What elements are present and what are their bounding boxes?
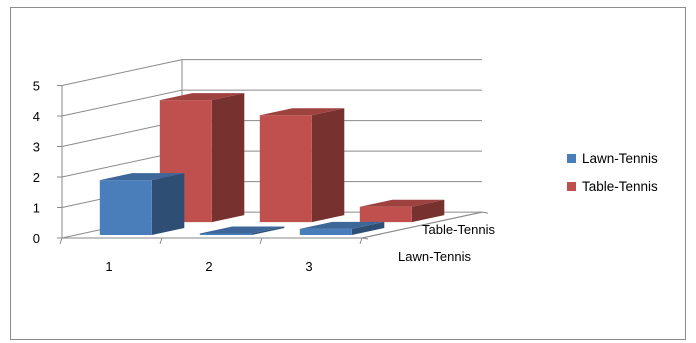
bar-table-tennis-2 <box>259 108 345 223</box>
y-tick-label: 4 <box>33 109 40 124</box>
x-tick <box>359 237 363 245</box>
chart-frame <box>10 7 686 340</box>
x-tick-label: 1 <box>105 259 112 274</box>
bar-lawn-tennis-3 <box>299 221 385 235</box>
bar-top-face <box>99 173 185 181</box>
legend-swatch <box>567 182 576 191</box>
depth-tick <box>361 237 369 240</box>
bar-front-face <box>259 115 312 223</box>
chart-bars <box>99 93 445 235</box>
bar-front-face <box>199 233 252 235</box>
bar-top-face <box>259 108 345 116</box>
bar-side-face <box>211 93 245 223</box>
bar-top-face <box>359 199 445 207</box>
x-tick <box>259 237 263 245</box>
x-tick-label: 2 <box>205 259 212 274</box>
y-tick-label: 5 <box>33 79 40 94</box>
bar-top-face <box>199 226 285 234</box>
bar-side-face <box>411 199 445 223</box>
chart-labels: 0 1 2 3 4 5 1 2 3 Table-Tennis Lawn-Tennis <box>33 79 496 275</box>
bar-top-face <box>299 221 385 229</box>
bar-front-face <box>359 206 412 223</box>
bar-side-face <box>251 226 285 235</box>
chart-axes <box>57 85 489 245</box>
bar-top-face <box>159 93 245 101</box>
y-tick-label: 2 <box>33 170 40 185</box>
bar-front-face <box>99 180 152 235</box>
side-gridline <box>61 59 183 86</box>
bar-side-face <box>351 221 385 235</box>
bar-front-face <box>299 228 352 235</box>
y-tick-label: 3 <box>33 140 40 155</box>
y-tick-label: 1 <box>33 201 40 216</box>
bar-side-face <box>151 173 185 235</box>
x-tick-label: 3 <box>305 259 312 274</box>
chart-legend: Lawn-Tennis Table-Tennis <box>567 151 658 194</box>
depth-label: Table-Tennis <box>422 222 495 237</box>
depth-label: Lawn-Tennis <box>398 249 471 264</box>
legend-swatch <box>567 154 576 163</box>
depth-tick <box>421 224 429 227</box>
x-tick <box>59 237 63 245</box>
bar-lawn-tennis-2 <box>199 226 285 235</box>
depth-tick <box>481 211 489 214</box>
bar-table-tennis-3 <box>359 199 445 223</box>
x-tick <box>159 237 163 245</box>
bar-side-face <box>311 108 345 223</box>
y-tick-label: 0 <box>33 231 40 246</box>
legend-label: Table-Tennis <box>582 179 658 194</box>
legend-label: Lawn-Tennis <box>582 151 658 166</box>
side-gridline <box>61 89 183 117</box>
bar-lawn-tennis-1 <box>99 173 185 235</box>
